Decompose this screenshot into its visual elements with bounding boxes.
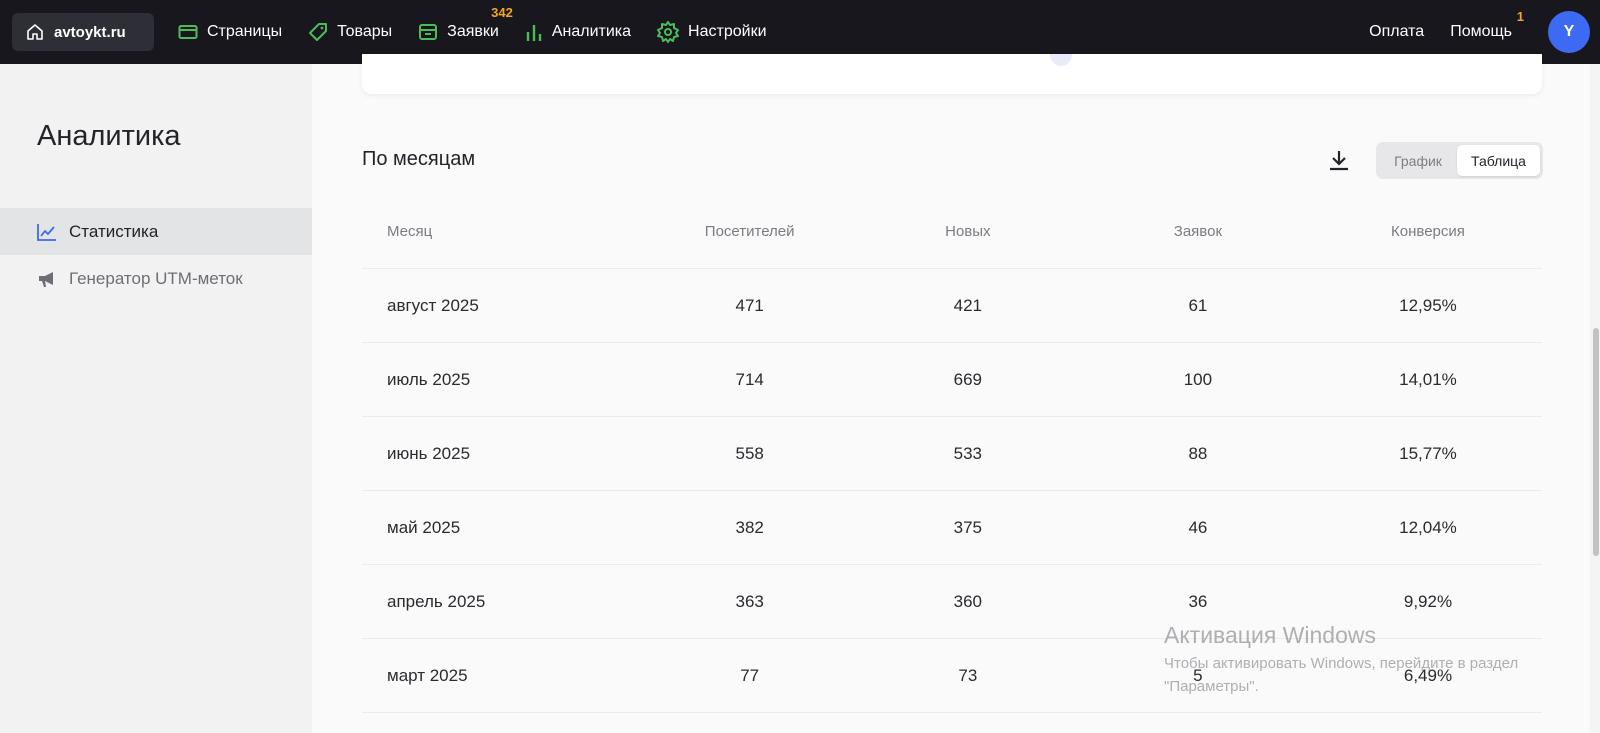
sidebar: Аналитика Статистика Генератор UTM-меток: [0, 64, 312, 733]
column-header-new: Новых: [945, 222, 991, 240]
cell-month: июль 2025: [387, 369, 471, 389]
home-icon: [27, 24, 43, 40]
nav-analytics-label: Аналитика: [551, 23, 632, 40]
requests-count-badge: 342: [491, 5, 513, 20]
help-badge: 1: [1516, 9, 1524, 24]
watermark-text: Чтобы активировать Windows, перейдите в …: [1164, 655, 1519, 695]
monthly-table: Месяц Посетителей Новых Заявок Конверсия…: [362, 194, 1542, 713]
nav-settings[interactable]: Настройки: [657, 21, 767, 43]
cell-visitors: 714: [735, 369, 764, 389]
cell-visitors: 77: [740, 665, 760, 685]
site-selector-button[interactable]: avtoykt.ru: [12, 13, 154, 51]
table-row: июль 2025 714 669 100 14,01%: [362, 343, 1542, 417]
cell-month: июнь 2025: [387, 443, 471, 463]
table-row: май 2025 382 375 46 12,04%: [362, 491, 1542, 565]
site-name: avtoykt.ru: [54, 23, 126, 41]
help-link[interactable]: Помощь 1: [1450, 9, 1524, 41]
top-navbar: avtoykt.ru Страницы Товары Заявки 342 Ан…: [0, 0, 1600, 64]
sidebar-item-utm-generator[interactable]: Генератор UTM-меток: [0, 255, 312, 302]
toggle-table-button[interactable]: Таблица: [1457, 145, 1540, 176]
scrollbar-thumb[interactable]: [1593, 328, 1599, 556]
cell-new: 533: [953, 443, 983, 463]
nav-products-label: Товары: [337, 23, 393, 40]
watermark-title: Активация Windows: [1164, 622, 1376, 648]
download-icon[interactable]: [1328, 149, 1350, 176]
gear-icon: [657, 21, 680, 43]
cell-conversion: 12,04%: [1399, 517, 1457, 537]
cell-new: 421: [953, 295, 983, 315]
cell-visitors: 558: [735, 443, 764, 463]
table-row: август 2025 471 421 61 12,95%: [362, 269, 1542, 343]
line-chart-icon: [37, 223, 56, 241]
view-toggle: График Таблица: [1376, 142, 1543, 179]
inbox-icon: [419, 24, 438, 40]
cell-visitors: 382: [735, 517, 764, 537]
avatar[interactable]: Y: [1548, 11, 1590, 53]
cell-requests: 100: [1183, 369, 1213, 389]
cell-requests: 88: [1188, 443, 1208, 463]
windows-activation-watermark: Активация Windows Чтобы активировать Win…: [1164, 622, 1544, 698]
tag-icon: [309, 23, 328, 41]
nav-pages-label: Страницы: [207, 23, 283, 40]
sidebar-title: Аналитика: [37, 120, 181, 152]
cell-visitors: 471: [735, 295, 764, 315]
page-icon: [178, 25, 198, 39]
table-header-row: Месяц Посетителей Новых Заявок Конверсия: [362, 194, 1542, 269]
nav-requests[interactable]: Заявки 342: [418, 5, 513, 41]
help-label: Помощь: [1450, 23, 1512, 40]
megaphone-icon: [39, 271, 53, 287]
cell-conversion: 9,92%: [1403, 591, 1453, 611]
right-nav: Оплата Помощь 1 Y: [1369, 0, 1600, 64]
nav-pages[interactable]: Страницы: [178, 23, 282, 41]
cell-new: 669: [953, 369, 983, 389]
cell-new: 375: [953, 517, 983, 537]
table-row: март 2025 77 73 5 6,49%: [362, 639, 1542, 713]
cell-new: 360: [953, 591, 983, 611]
section-title: По месяцам: [362, 148, 476, 170]
column-header-visitors: Посетителей: [704, 222, 795, 240]
cell-conversion: 12,95%: [1399, 295, 1457, 315]
vertical-scrollbar[interactable]: [1590, 64, 1600, 733]
sidebar-item-label: Генератор UTM-меток: [69, 268, 243, 288]
nav-requests-label: Заявки: [447, 23, 499, 40]
column-header-month: Месяц: [387, 222, 433, 240]
cell-conversion: 15,77%: [1399, 443, 1457, 463]
cell-month: май 2025: [387, 517, 461, 537]
cell-new: 73: [958, 665, 978, 685]
column-header-conversion: Конверсия: [1391, 222, 1465, 240]
nav-analytics[interactable]: Аналитика: [525, 22, 631, 42]
card-indicator: [1050, 54, 1072, 66]
cell-requests: 36: [1188, 591, 1208, 611]
bar-chart-icon: [526, 25, 542, 41]
column-header-requests: Заявок: [1173, 222, 1223, 240]
cell-month: август 2025: [387, 295, 479, 315]
cell-requests: 5: [1193, 665, 1203, 685]
table-row: июнь 2025 558 533 88 15,77%: [362, 417, 1542, 491]
main-nav: Страницы Товары Заявки 342 Аналитика Нас…: [178, 0, 793, 64]
sidebar-item-statistics[interactable]: Статистика: [0, 208, 312, 255]
sidebar-item-label: Статистика: [69, 221, 159, 241]
cell-requests: 61: [1188, 295, 1208, 315]
payment-link[interactable]: Оплата: [1369, 23, 1425, 40]
toggle-graph-button[interactable]: График: [1394, 152, 1442, 169]
cell-month: март 2025: [387, 665, 468, 685]
main-content: По месяцам График Таблица Месяц Посетите…: [312, 54, 1590, 733]
cell-visitors: 363: [735, 591, 764, 611]
cell-conversion: 14,01%: [1399, 369, 1457, 389]
cell-requests: 46: [1188, 517, 1208, 537]
cell-month: апрель 2025: [387, 591, 486, 611]
table-row: апрель 2025 363 360 36 9,92%: [362, 565, 1542, 639]
nav-settings-label: Настройки: [688, 23, 767, 40]
cell-conversion: 6,49%: [1403, 665, 1453, 685]
nav-products[interactable]: Товары: [308, 22, 392, 42]
top-card: [362, 54, 1542, 94]
